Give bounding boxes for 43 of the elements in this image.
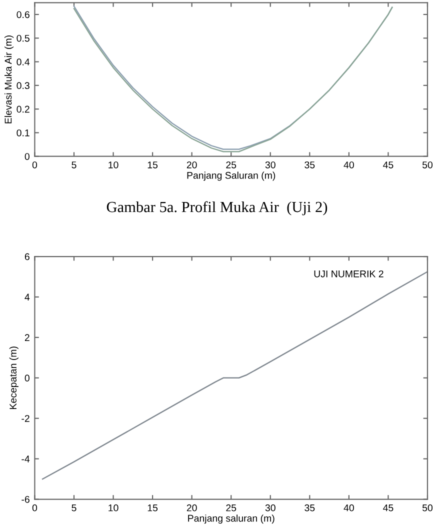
y-tick-label: 0 (24, 153, 30, 160)
x-axis-title: Panjang saluran (m) (188, 514, 274, 524)
x-tick-label: 10 (108, 504, 118, 512)
x-tick-label: 35 (304, 161, 315, 168)
y-tick-label: 0.4 (16, 58, 30, 66)
x-axis-title: Panjang Saluran (m) (187, 172, 276, 181)
y-tick-label: 0.5 (16, 34, 30, 42)
y-tick-label: 0.6 (16, 11, 30, 18)
x-tick-label: 40 (344, 504, 354, 512)
y-tick-label: 0.2 (16, 106, 30, 113)
y-tick-label: -6 (22, 496, 30, 503)
y-tick-label: 6 (24, 253, 30, 260)
x-tick-label: 50 (422, 504, 433, 512)
x-tick-label: 25 (226, 504, 236, 512)
y-tick-label: 0 (24, 374, 30, 382)
x-tick-label: 30 (265, 161, 276, 168)
y-tick-label: 0.1 (16, 129, 30, 136)
y-tick-label: -4 (22, 456, 30, 462)
y-axis-title: Kecepatan (m) (9, 346, 18, 409)
text: Gambar 5a. Profil Muka Air (Uji 2) (106, 201, 328, 216)
x-tick-label: 30 (265, 504, 276, 512)
x-tick-label: 5 (72, 504, 76, 512)
x-tick-label: 15 (148, 504, 158, 512)
x-tick-label: 0 (32, 504, 38, 512)
x-tick-label: 45 (383, 504, 394, 512)
x-tick-label: 50 (422, 161, 433, 168)
y-axis-title: Elevasi Muka Air (m) (4, 36, 14, 124)
y-tick-label: 0.3 (16, 82, 30, 90)
x-tick-label: 40 (344, 161, 354, 168)
x-tick-label: 10 (108, 161, 118, 168)
x-tick-label: 35 (304, 504, 315, 512)
x-tick-label: 20 (186, 504, 197, 512)
x-tick-label: 20 (186, 161, 197, 168)
x-tick-label: 15 (148, 162, 158, 168)
y-tick-label: 4 (24, 294, 30, 300)
y-tick-label: -2 (22, 415, 30, 422)
x-tick-label: 0 (32, 161, 38, 168)
x-tick-label: 25 (226, 161, 236, 168)
x-tick-label: 45 (383, 162, 394, 168)
x-tick-label: 5 (72, 162, 76, 168)
annotation: UJI NUMERIK 2 (314, 270, 384, 278)
line-series (42, 271, 428, 480)
y-tick-label: 2 (24, 334, 30, 341)
